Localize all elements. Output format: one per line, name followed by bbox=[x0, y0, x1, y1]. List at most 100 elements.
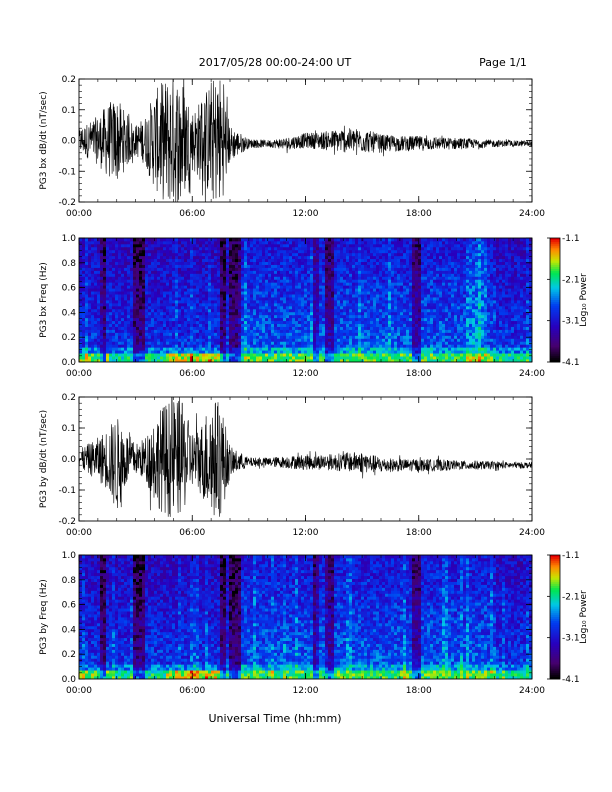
spectrogram-cell bbox=[409, 261, 413, 265]
spectrogram-cell bbox=[238, 273, 242, 277]
spectrogram-cell bbox=[244, 258, 248, 263]
spectrogram-cell bbox=[328, 273, 332, 277]
spectrogram-cell bbox=[280, 282, 284, 286]
spectrogram-cell bbox=[82, 353, 86, 357]
spectrogram-cell bbox=[103, 279, 107, 283]
spectrogram-cell bbox=[403, 273, 407, 277]
spectrogram-cell bbox=[301, 311, 305, 316]
spectrogram-cell bbox=[412, 273, 416, 277]
spectrogram-cell bbox=[250, 238, 254, 242]
spectrogram-cell bbox=[262, 249, 266, 254]
spectrogram-cell bbox=[409, 267, 413, 271]
spectrogram-cell bbox=[298, 302, 302, 307]
spectrogram-cell bbox=[319, 243, 323, 248]
spectrogram-cell bbox=[265, 285, 269, 289]
spectrogram-cell bbox=[358, 279, 362, 283]
spectrogram-cell bbox=[106, 314, 110, 319]
spectrogram-cell bbox=[133, 282, 137, 286]
spectrogram-cell bbox=[181, 288, 185, 292]
spectrogram-cell bbox=[79, 314, 83, 319]
spectrogram-cell bbox=[394, 249, 398, 254]
spectrogram-cell bbox=[166, 270, 170, 274]
spectrogram-cell bbox=[133, 270, 137, 274]
spectrogram-cell bbox=[139, 252, 143, 257]
spectrogram-cell bbox=[406, 288, 410, 292]
spectrogram-cell bbox=[217, 276, 221, 280]
spectrogram-cell bbox=[232, 323, 236, 327]
spectrogram-cell bbox=[298, 300, 302, 304]
spectrogram-cell bbox=[160, 249, 164, 254]
spectrogram-cell bbox=[259, 282, 263, 286]
spectrogram-cell bbox=[304, 302, 308, 307]
spectrogram-cell bbox=[277, 267, 281, 271]
spectrogram-cell bbox=[298, 255, 302, 260]
spectrogram-cell bbox=[358, 267, 362, 271]
spectrogram-cell bbox=[268, 267, 272, 271]
spectrogram-cell bbox=[301, 308, 305, 313]
spectrogram-cell bbox=[304, 341, 308, 345]
spectrogram-cell bbox=[247, 329, 251, 333]
spectrogram-cell bbox=[85, 294, 89, 298]
spectrogram-cell bbox=[178, 359, 182, 362]
spectrogram-cell bbox=[277, 308, 281, 313]
spectrogram-cell bbox=[244, 323, 248, 327]
spectrogram-cell bbox=[271, 305, 275, 310]
spectrogram-cell bbox=[286, 279, 290, 283]
spectrogram-cell bbox=[157, 261, 161, 265]
spectrogram-cell bbox=[151, 311, 155, 316]
spectrogram-cell bbox=[232, 261, 236, 265]
spectrogram-cell bbox=[337, 252, 341, 257]
spectrogram-cell bbox=[79, 279, 83, 283]
spectrogram-cell bbox=[199, 338, 203, 342]
spectrogram-cell bbox=[184, 264, 188, 268]
spectrogram-cell bbox=[292, 238, 296, 242]
spectrogram-cell bbox=[160, 297, 164, 301]
spectrogram-cell bbox=[133, 267, 137, 271]
spectrogram-cell bbox=[193, 347, 197, 351]
spectrogram-cell bbox=[160, 335, 164, 339]
spectrogram-cell bbox=[259, 335, 263, 339]
spectrogram-cell bbox=[79, 323, 83, 327]
spectrogram-cell bbox=[142, 297, 146, 301]
spectrogram-cell bbox=[295, 249, 299, 254]
spectrogram-cell bbox=[160, 314, 164, 319]
spectrogram-cell bbox=[172, 243, 176, 248]
spectrogram-cell bbox=[358, 276, 362, 280]
spectrogram-cell bbox=[103, 329, 107, 333]
spectrogram-cell bbox=[301, 326, 305, 330]
spectrogram-cell bbox=[202, 252, 206, 257]
spectrogram-cell bbox=[196, 246, 200, 251]
spectrogram-cell bbox=[160, 356, 164, 360]
spectrogram-cell bbox=[352, 285, 356, 289]
spectrogram-cell bbox=[94, 329, 98, 333]
spectrogram-cell bbox=[85, 317, 89, 322]
spectrogram-cell bbox=[331, 264, 335, 268]
spectrogram-cell bbox=[412, 308, 416, 313]
spectrogram-cell bbox=[205, 240, 209, 245]
spectrogram-cell bbox=[334, 294, 338, 298]
spectrogram-cell bbox=[373, 326, 377, 330]
spectrogram-cell bbox=[259, 270, 263, 274]
spectrogram-cell bbox=[331, 267, 335, 271]
spectrogram-cell bbox=[337, 240, 341, 245]
spectrogram-cell bbox=[265, 243, 269, 248]
spectrogram-cell bbox=[181, 356, 185, 360]
spectrogram-cell bbox=[130, 291, 134, 295]
spectrogram-cell bbox=[418, 238, 422, 242]
spectrogram-cell bbox=[127, 314, 131, 319]
spectrogram-cell bbox=[208, 282, 212, 286]
spectrogram-cell bbox=[226, 302, 230, 307]
spectrogram-cell bbox=[265, 255, 269, 260]
spectrogram-cell bbox=[307, 329, 311, 333]
spectrogram-cell bbox=[298, 285, 302, 289]
spectrogram-cell bbox=[394, 347, 398, 351]
spectrogram-cell bbox=[316, 267, 320, 271]
spectrogram-cell bbox=[199, 314, 203, 319]
spectrogram-cell bbox=[292, 255, 296, 260]
spectrogram-cell bbox=[262, 273, 266, 277]
spectrogram-cell bbox=[151, 317, 155, 322]
spectrogram-cell bbox=[109, 258, 113, 263]
spectrogram-cell bbox=[82, 341, 86, 345]
spectrogram-cell bbox=[400, 276, 404, 280]
spectrogram-cell bbox=[85, 323, 89, 327]
